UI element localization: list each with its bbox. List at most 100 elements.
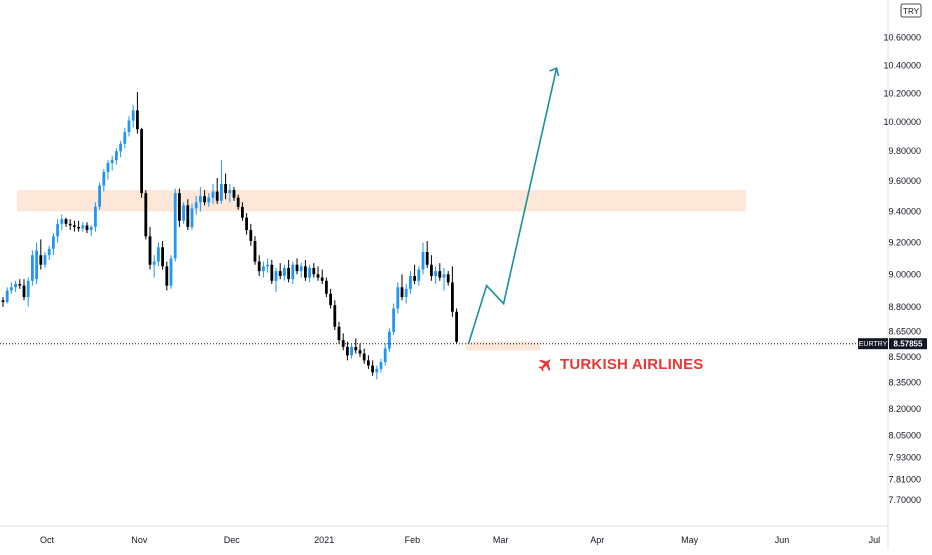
candle-body <box>165 266 169 286</box>
candle-body <box>430 264 433 276</box>
candle-body <box>341 340 345 347</box>
candle-body <box>333 305 337 327</box>
price-tick-label: 10.40000 <box>883 60 921 70</box>
candle-body <box>442 274 446 278</box>
candle-body <box>207 197 211 203</box>
candle-body <box>299 266 303 272</box>
candle-body <box>31 255 34 281</box>
candle-body <box>320 277 324 281</box>
candle-body <box>215 191 219 201</box>
price-tick-label: 8.35000 <box>888 378 921 388</box>
candle-body <box>5 290 9 302</box>
candle-body <box>64 219 68 224</box>
candle-body <box>81 225 85 229</box>
candle-body <box>287 267 290 280</box>
candle-body <box>136 110 139 130</box>
candle-body <box>304 266 307 278</box>
candle-body <box>144 193 148 237</box>
candle-body <box>379 362 383 369</box>
candle-body <box>94 206 97 227</box>
support-zone[interactable] <box>466 341 540 351</box>
time-axis[interactable]: Oct Nov Dec 2021 Feb Mar Apr May Jun Jul <box>40 535 880 545</box>
candle-body <box>316 274 320 278</box>
currency-badge[interactable]: TRY <box>900 3 922 18</box>
candle-body <box>77 226 80 229</box>
candle-body <box>157 247 160 262</box>
time-tick-label: Mar <box>493 535 509 545</box>
candle-body <box>388 331 391 349</box>
candle-body <box>312 267 316 275</box>
candle-body <box>308 267 311 278</box>
candle-body <box>173 193 177 259</box>
candle-body <box>14 284 17 288</box>
candle-body <box>161 247 164 267</box>
candle-body <box>140 129 143 194</box>
price-tick-label: 9.00000 <box>888 269 921 279</box>
candle-body <box>232 190 236 198</box>
candle-body <box>404 288 408 298</box>
airplane-icon <box>538 359 551 372</box>
candle-body <box>274 271 278 281</box>
candle-body <box>354 346 358 351</box>
candle-body <box>52 236 55 249</box>
candle-body <box>337 326 341 341</box>
candle-body <box>123 132 127 144</box>
time-tick-label: Feb <box>405 535 421 545</box>
candle-body <box>26 280 30 298</box>
candle-body <box>203 196 206 203</box>
candle-body <box>60 219 64 224</box>
candle-body <box>455 311 458 342</box>
candle-body <box>262 266 265 272</box>
candle-body <box>228 190 232 194</box>
candle-body <box>43 255 47 265</box>
candle-body <box>245 217 248 231</box>
candlestick-series <box>1 91 458 380</box>
candle-body <box>291 264 295 280</box>
candle-body <box>438 271 442 278</box>
time-tick-label: May <box>681 535 699 545</box>
annotation-label: TURKISH AIRLINES <box>560 356 703 373</box>
candle-body <box>106 163 110 173</box>
time-tick-label: Dec <box>224 535 241 545</box>
price-tick-label: 9.20000 <box>888 238 921 248</box>
candle-body <box>400 287 404 298</box>
candle-body <box>102 172 106 186</box>
candle-body <box>425 252 429 265</box>
candle-body <box>18 284 22 286</box>
candle-body <box>270 264 274 281</box>
candle-body <box>39 255 43 265</box>
candle-body <box>236 197 240 207</box>
time-tick-label: Jun <box>775 535 790 545</box>
price-tick-label: 10.60000 <box>883 33 921 43</box>
price-tick-label: 8.80000 <box>888 302 921 312</box>
symbol-label: EURTRY <box>859 341 888 348</box>
candle-body <box>325 280 328 294</box>
last-price-value: 8.57855 <box>894 340 923 349</box>
candle-body <box>446 274 450 283</box>
candle-body <box>169 258 173 286</box>
candle-body <box>182 205 185 221</box>
candle-body <box>257 261 261 272</box>
candle-body <box>131 110 135 121</box>
candle-body <box>152 261 156 265</box>
price-tick-label: 8.50000 <box>888 352 921 362</box>
candle-body <box>278 271 282 276</box>
candle-body <box>283 267 286 276</box>
price-tick-label: 7.81000 <box>888 474 921 484</box>
price-tick-label: 9.80000 <box>888 146 921 156</box>
candle-body <box>253 240 257 262</box>
resistance-zone[interactable] <box>17 190 746 212</box>
candle-body <box>350 346 353 356</box>
projection-arrow-path[interactable] <box>467 67 558 344</box>
candle-body <box>10 287 13 291</box>
candle-body <box>110 160 114 164</box>
price-tick-label: 8.05000 <box>888 431 921 441</box>
price-axis[interactable]: 10.60000 10.40000 10.20000 10.00000 9.80000 9… <box>883 33 921 505</box>
arrowhead-icon <box>549 66 560 77</box>
price-tick-label: 9.60000 <box>888 176 921 186</box>
candle-body <box>383 348 387 363</box>
time-tick-label: Oct <box>40 535 55 545</box>
candle-body <box>392 308 395 332</box>
